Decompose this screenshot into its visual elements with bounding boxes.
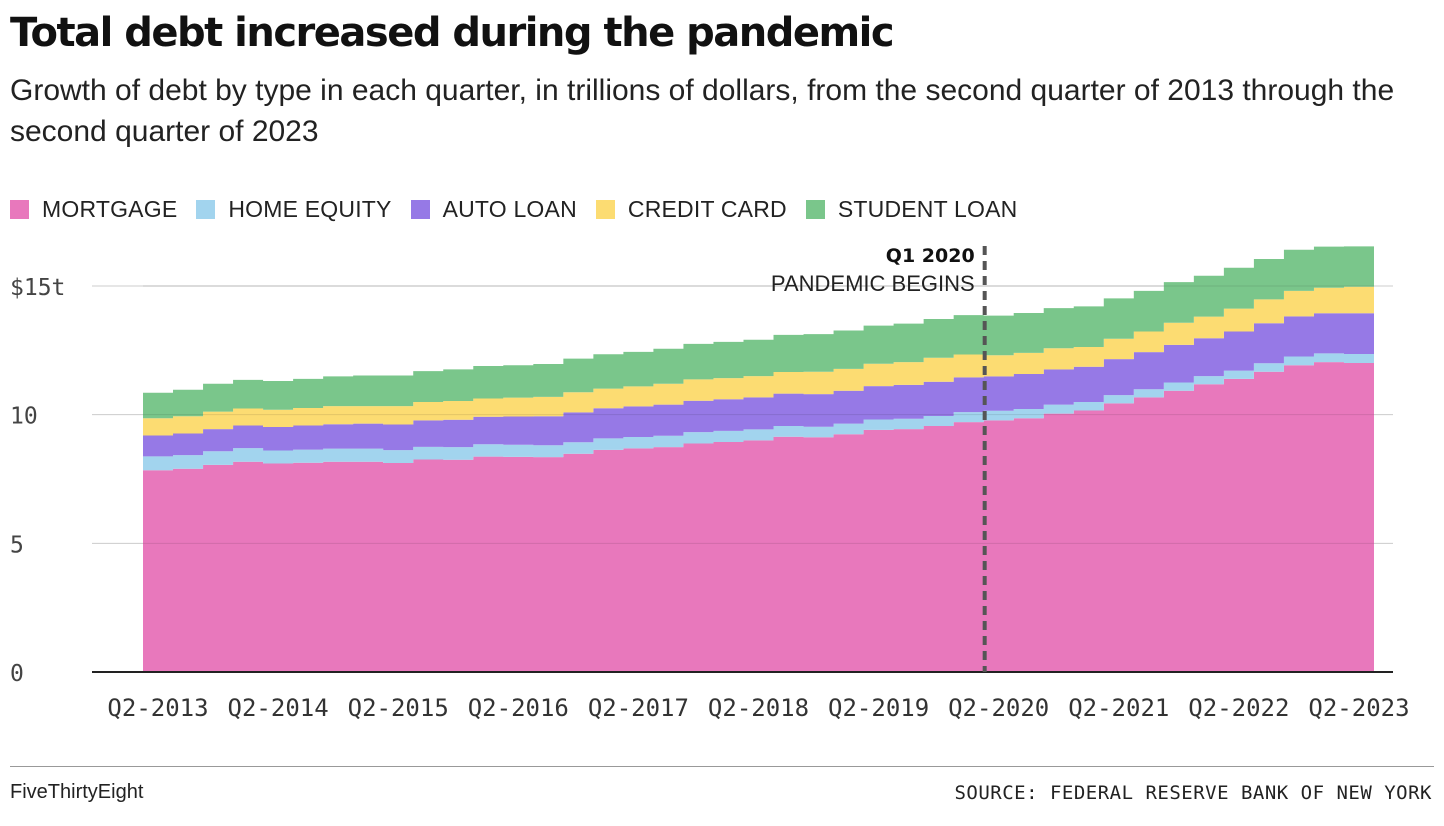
x-tick-label: Q2-2019: [828, 694, 929, 722]
x-tick-label: Q2-2018: [708, 694, 809, 722]
legend-swatch-mortgage: [10, 200, 29, 219]
legend-label-home-equity: HOME EQUITY: [228, 196, 392, 222]
series-area-credit-card: [143, 286, 1374, 436]
series-area-home-equity: [143, 353, 1374, 471]
legend-swatch-credit-card: [595, 200, 615, 219]
legend-label-student-loan: STUDENT LOAN: [837, 196, 1018, 222]
series-area-auto-loan: [143, 313, 1374, 457]
x-tick-label: Q2-2014: [228, 694, 329, 722]
x-tick-label: Q2-2020: [948, 694, 1049, 722]
x-tick-label: Q2-2021: [1068, 694, 1169, 722]
legend-swatch-auto-loan: [410, 200, 430, 219]
chart-subtitle: Growth of debt by type in each quarter, …: [10, 74, 1395, 148]
source-note: SOURCE: FEDERAL RESERVE BANK OF NEW YORK: [954, 782, 1432, 804]
y-tick-label: 5: [10, 532, 24, 558]
annotation-text: PANDEMIC BEGINS: [771, 271, 975, 296]
x-tick-label: Q2-2013: [107, 694, 208, 722]
footer-divider: [10, 766, 1434, 767]
annotation-title: Q1 2020: [886, 245, 975, 267]
legend-swatch-home-equity: [196, 200, 216, 219]
legend-item-auto-loan: AUTO LOAN: [410, 196, 577, 223]
chart-title: Total debt increased during the pandemic: [10, 10, 895, 56]
x-tick-label: Q2-2016: [468, 694, 569, 722]
legend-item-home-equity: HOME EQUITY: [196, 196, 391, 223]
series-area-mortgage: [143, 362, 1374, 672]
y-tick-label: $15t: [10, 275, 65, 301]
legend-item-mortgage: MORTGAGE: [10, 196, 177, 223]
y-tick-label: 10: [10, 404, 38, 430]
legend-swatch-student-loan: [805, 200, 825, 219]
legend-item-credit-card: CREDIT CARD: [595, 196, 787, 223]
legend-item-student-loan: STUDENT LOAN: [805, 196, 1018, 223]
y-tick-label: 0: [10, 661, 24, 687]
x-tick-label: Q2-2022: [1188, 694, 1289, 722]
x-tick-label: Q2-2023: [1308, 694, 1409, 722]
x-tick-label: Q2-2015: [348, 694, 449, 722]
legend-label-auto-loan: AUTO LOAN: [442, 196, 577, 222]
legend-label-mortgage: MORTGAGE: [42, 196, 178, 222]
stacked-area-chart: 0 5 10 $15t Q2-2013 Q2-2014 Q2-2015 Q2-2016 Q2-2…: [10, 245, 1410, 722]
x-tick-label: Q2-2017: [588, 694, 689, 722]
series-area-student-loan: [143, 246, 1374, 419]
brand-credit: FiveThirtyEight: [10, 781, 144, 803]
legend: MORTGAGE HOME EQUITY AUTO LOAN CREDIT CA…: [10, 196, 1036, 223]
legend-label-credit-card: CREDIT CARD: [627, 196, 787, 222]
